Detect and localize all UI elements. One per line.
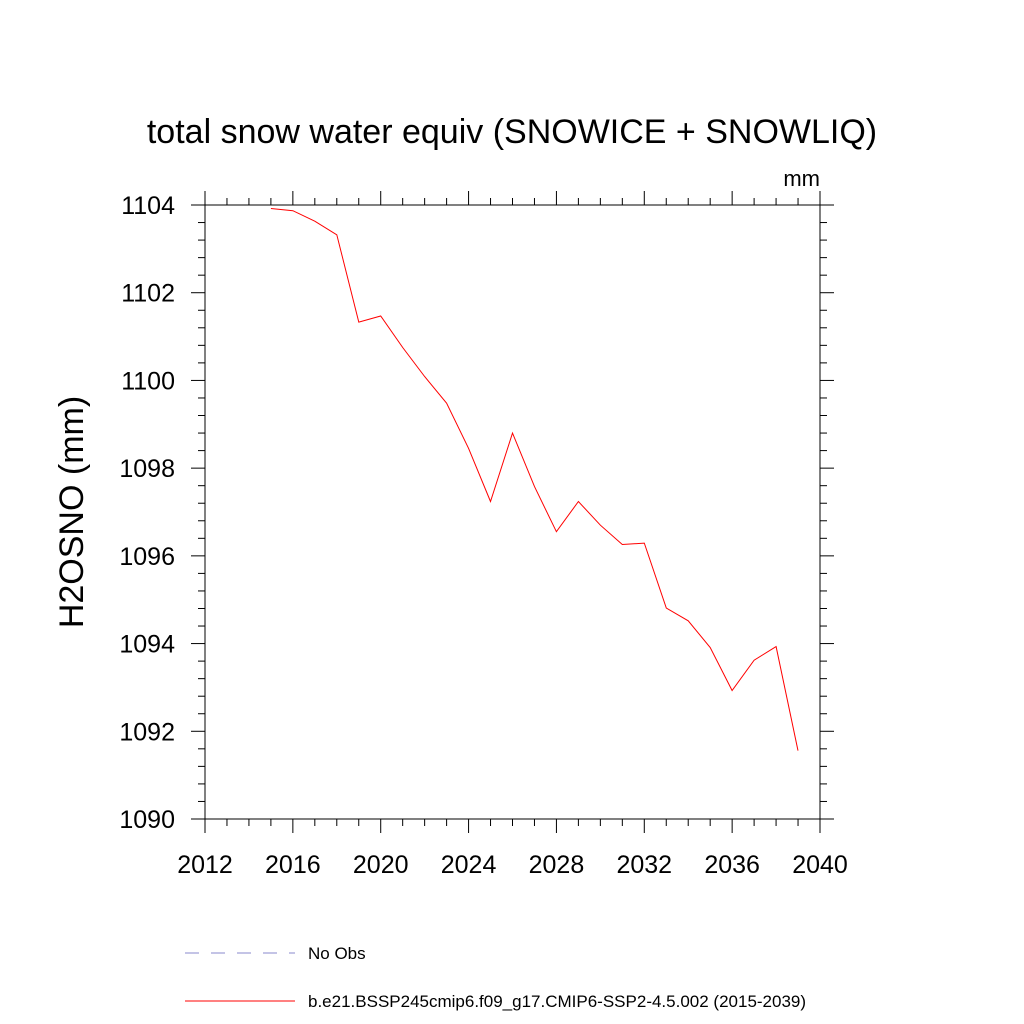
y-axis-label: H2OSNO (mm) <box>53 396 91 628</box>
y-tick-label: 1090 <box>119 806 175 834</box>
y-tick-label: 1096 <box>119 543 175 571</box>
y-tick-label: 1092 <box>119 718 175 746</box>
x-tick-label: 2012 <box>177 851 233 879</box>
y-tick-label: 1104 <box>121 192 175 220</box>
y-tick-label: 1098 <box>119 455 175 483</box>
x-tick-label: 2040 <box>792 851 848 879</box>
x-tick-label: 2020 <box>353 851 409 879</box>
x-tick-label: 2024 <box>441 851 497 879</box>
x-tick-label: 2032 <box>616 851 672 879</box>
series-lines <box>270 208 799 751</box>
legend-label: No Obs <box>308 944 366 963</box>
plot-frame <box>204 204 821 820</box>
legend: No Obs b.e21.BSSP245cmip6.f09_g17.CMIP6-S… <box>185 944 806 1011</box>
x-tick-label: 2036 <box>704 851 760 879</box>
x-tick-label: 2028 <box>529 851 585 879</box>
axis-ticks: 2012 2016 2020 2024 2028 2032 2036 2040 1090 1092… <box>119 191 848 879</box>
y-tick-label: 1100 <box>121 367 175 395</box>
series-line <box>270 208 799 751</box>
y-tick-label: 1094 <box>119 631 175 659</box>
chart-title: total snow water equiv (SNOWICE + SNOWLI… <box>147 113 877 151</box>
units-label: mm <box>783 166 820 191</box>
y-tick-label: 1102 <box>121 280 175 308</box>
legend-label: b.e21.BSSP245cmip6.f09_g17.CMIP6-SSP2-4.… <box>308 992 806 1011</box>
x-tick-label: 2016 <box>265 851 321 879</box>
